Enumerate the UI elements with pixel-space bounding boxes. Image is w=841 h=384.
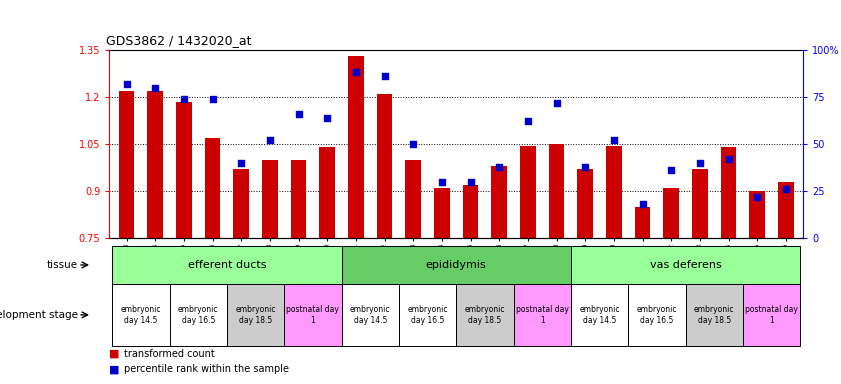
Text: embryonic
day 14.5: embryonic day 14.5	[120, 305, 161, 324]
Text: embryonic
day 18.5: embryonic day 18.5	[235, 305, 276, 324]
Text: vas deferens: vas deferens	[650, 260, 722, 270]
Text: postnatal day
1: postnatal day 1	[287, 305, 339, 324]
Text: postnatal day
1: postnatal day 1	[516, 305, 569, 324]
Point	[263, 137, 277, 143]
Text: embryonic
day 14.5: embryonic day 14.5	[579, 305, 620, 324]
Bar	[571, 246, 801, 284]
Bar	[176, 102, 192, 238]
Point	[320, 114, 334, 121]
Bar	[571, 284, 628, 346]
Text: percentile rank within the sample: percentile rank within the sample	[124, 364, 289, 374]
Point	[780, 186, 793, 192]
Bar	[548, 144, 564, 238]
Bar	[119, 91, 135, 238]
Point	[177, 96, 191, 102]
Bar	[405, 160, 421, 238]
Bar	[170, 284, 227, 346]
Point	[235, 160, 248, 166]
Bar	[291, 160, 306, 238]
Bar	[491, 166, 507, 238]
Bar	[520, 146, 536, 238]
Text: tissue: tissue	[47, 260, 78, 270]
Bar	[578, 169, 593, 238]
Bar	[147, 91, 163, 238]
Bar	[514, 284, 571, 346]
Bar	[320, 147, 335, 238]
Bar	[628, 284, 685, 346]
Point	[493, 164, 506, 170]
Bar	[112, 284, 170, 346]
Point	[607, 137, 621, 143]
Bar	[227, 284, 284, 346]
Text: epididymis: epididymis	[426, 260, 487, 270]
Bar	[341, 246, 571, 284]
Text: GDS3862 / 1432020_at: GDS3862 / 1432020_at	[106, 34, 251, 47]
Point	[636, 201, 649, 207]
Point	[349, 70, 362, 76]
Text: embryonic
day 18.5: embryonic day 18.5	[465, 305, 505, 324]
Bar	[606, 146, 621, 238]
Bar	[743, 284, 801, 346]
Bar	[685, 284, 743, 346]
Bar	[341, 284, 399, 346]
Text: embryonic
day 16.5: embryonic day 16.5	[637, 305, 677, 324]
Point	[464, 179, 478, 185]
Text: ■: ■	[109, 349, 124, 359]
Bar	[749, 191, 765, 238]
Text: efferent ducts: efferent ducts	[188, 260, 266, 270]
Bar	[233, 169, 249, 238]
Bar	[692, 169, 708, 238]
Point	[406, 141, 420, 147]
Bar	[348, 56, 364, 238]
Bar	[204, 138, 220, 238]
Text: development stage: development stage	[0, 310, 78, 320]
Bar	[778, 182, 794, 238]
Point	[550, 99, 563, 106]
Bar	[262, 160, 278, 238]
Text: ■: ■	[109, 364, 124, 374]
Text: postnatal day
1: postnatal day 1	[745, 305, 798, 324]
Point	[119, 81, 133, 87]
Point	[521, 118, 535, 124]
Point	[435, 179, 448, 185]
Bar	[463, 185, 479, 238]
Point	[750, 194, 764, 200]
Bar	[456, 284, 514, 346]
Text: embryonic
day 16.5: embryonic day 16.5	[407, 305, 447, 324]
Bar	[434, 188, 450, 238]
Point	[693, 160, 706, 166]
Text: embryonic
day 14.5: embryonic day 14.5	[350, 305, 390, 324]
Point	[206, 96, 220, 102]
Bar	[399, 284, 456, 346]
Bar	[284, 284, 341, 346]
Point	[579, 164, 592, 170]
Bar	[721, 147, 737, 238]
Bar	[377, 94, 393, 238]
Point	[664, 167, 678, 174]
Text: embryonic
day 18.5: embryonic day 18.5	[694, 305, 734, 324]
Bar	[635, 207, 650, 238]
Point	[292, 111, 305, 117]
Text: embryonic
day 16.5: embryonic day 16.5	[178, 305, 219, 324]
Point	[378, 73, 391, 79]
Text: transformed count: transformed count	[124, 349, 215, 359]
Point	[722, 156, 735, 162]
Point	[149, 84, 162, 91]
Bar	[664, 188, 680, 238]
Bar	[112, 246, 341, 284]
